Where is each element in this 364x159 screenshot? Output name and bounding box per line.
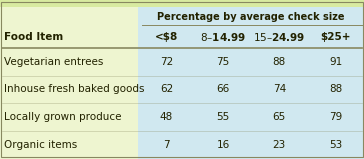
Text: Vegetarian entrees: Vegetarian entrees — [4, 57, 104, 67]
Text: $25+: $25+ — [321, 32, 351, 42]
Text: 7: 7 — [163, 140, 170, 150]
Text: 91: 91 — [329, 57, 343, 67]
Text: 66: 66 — [216, 84, 230, 94]
Bar — [138, 0, 364, 159]
Text: $15–$24.99: $15–$24.99 — [253, 31, 306, 43]
Text: 79: 79 — [329, 112, 343, 122]
Text: 23: 23 — [273, 140, 286, 150]
Text: 74: 74 — [273, 84, 286, 94]
Text: 53: 53 — [329, 140, 343, 150]
Text: $8–$14.99: $8–$14.99 — [200, 31, 246, 43]
Text: 72: 72 — [160, 57, 173, 67]
Bar — [0, 0, 364, 7]
Text: 48: 48 — [160, 112, 173, 122]
Text: Food Item: Food Item — [4, 32, 64, 42]
Text: Locally grown produce: Locally grown produce — [4, 112, 122, 122]
Text: 62: 62 — [160, 84, 173, 94]
Text: 88: 88 — [273, 57, 286, 67]
Text: 75: 75 — [216, 57, 230, 67]
Text: <$8: <$8 — [155, 32, 178, 42]
Text: Percentage by average check size: Percentage by average check size — [157, 12, 345, 22]
Text: 88: 88 — [329, 84, 343, 94]
Text: 65: 65 — [273, 112, 286, 122]
Text: 55: 55 — [216, 112, 230, 122]
Text: Inhouse fresh baked goods: Inhouse fresh baked goods — [4, 84, 145, 94]
Text: 16: 16 — [216, 140, 230, 150]
Text: Organic items: Organic items — [4, 140, 78, 150]
